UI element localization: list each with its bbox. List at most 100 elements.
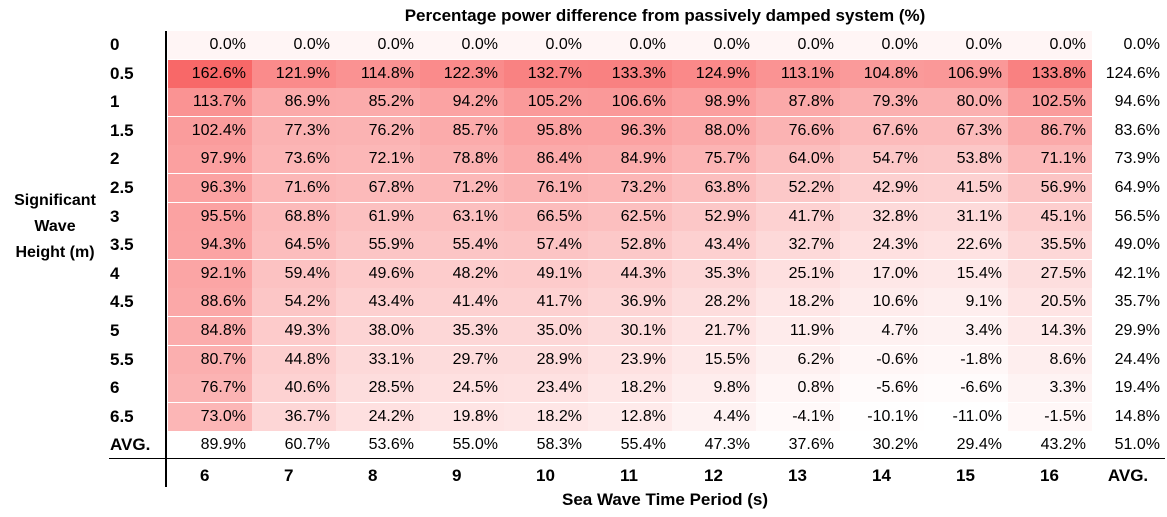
heatmap-cell: -11.0% [924, 402, 1008, 431]
row-average: 64.9% [1114, 179, 1160, 196]
heatmap-cell: 0.0% [420, 31, 504, 59]
heatmap-cell: 52.9% [672, 202, 756, 231]
row-label: 6.5 [110, 406, 134, 426]
heatmap-cell: 0.0% [1008, 31, 1092, 59]
column-header: 8 [368, 466, 378, 485]
row-label: 1 [110, 92, 120, 112]
heatmap-cell: 95.5% [168, 202, 252, 231]
heatmap-cell: 133.8% [1008, 59, 1092, 88]
row-average: 19.4% [1114, 379, 1160, 397]
row-label: 6 [110, 378, 120, 398]
heatmap-cell: 28.5% [336, 374, 420, 403]
column-average: 30.2% [872, 436, 918, 454]
heatmap-cell: 20.5% [1008, 288, 1092, 317]
row-label: 4 [110, 263, 120, 283]
heatmap-cell: 4.4% [672, 402, 756, 431]
heatmap-cell: 4.7% [840, 317, 924, 345]
column-header: 9 [452, 466, 462, 485]
heatmap-cell: 23.4% [504, 374, 588, 403]
heatmap-cell: 113.1% [756, 59, 840, 88]
heatmap-cell: 76.1% [504, 174, 588, 202]
heatmap-cell: -1.5% [1008, 402, 1092, 431]
heatmap-cell: 76.7% [168, 374, 252, 403]
heatmap-cell: 67.8% [336, 174, 420, 202]
y-axis-label-line-3: Height (m) [15, 244, 95, 261]
column-header: 7 [284, 466, 294, 485]
heatmap-cell: 41.4% [420, 288, 504, 317]
column-header-divider [109, 458, 1165, 459]
heatmap-cell: 44.8% [252, 345, 336, 374]
row-label: AVG. [110, 435, 151, 455]
heatmap-cell: 64.5% [252, 231, 336, 260]
heatmap-cell: 43.4% [336, 288, 420, 317]
heatmap-cell: 63.1% [420, 202, 504, 231]
heatmap-cell: 54.7% [840, 145, 924, 174]
row-average: 14.8% [1114, 407, 1160, 425]
column-average: 47.3% [704, 436, 750, 454]
heatmap-cell: 0.0% [336, 31, 420, 59]
heatmap-cell: 44.3% [588, 259, 672, 288]
heatmap-cell: -4.1% [756, 402, 840, 431]
row-label: 3.5 [110, 235, 134, 255]
heatmap-cell: 33.1% [336, 345, 420, 374]
heatmap-cell: 84.9% [588, 145, 672, 174]
heatmap-cell: 122.3% [420, 59, 504, 88]
column-header: 13 [788, 466, 807, 485]
heatmap-cell: 88.6% [168, 288, 252, 317]
heatmap-cell: -1.8% [924, 345, 1008, 374]
heatmap-cell: 35.3% [420, 317, 504, 345]
heatmap-cell: 14.3% [1008, 317, 1092, 345]
column-header: 12 [704, 466, 723, 485]
heatmap-cell: 32.7% [756, 231, 840, 260]
heatmap-cell: 6.2% [756, 345, 840, 374]
heatmap-cell: 52.2% [756, 174, 840, 202]
heatmap-cell: 9.1% [924, 288, 1008, 317]
column-header: AVG. [1107, 466, 1149, 485]
column-average: 89.9% [200, 436, 246, 454]
heatmap-cell: 88.0% [672, 116, 756, 145]
heatmap-cell: 28.9% [504, 345, 588, 374]
column-average: 43.2% [1040, 436, 1086, 454]
heatmap-cell: 106.6% [588, 88, 672, 117]
heatmap-cell: 29.7% [420, 345, 504, 374]
heatmap-cell: 104.8% [840, 59, 924, 88]
heatmap-cell: 21.7% [672, 317, 756, 345]
heatmap-cell: 96.3% [168, 174, 252, 202]
heatmap-cell: -0.6% [840, 345, 924, 374]
heatmap-cell: 24.2% [336, 402, 420, 431]
heatmap-cell: 0.0% [588, 31, 672, 59]
y-axis-label: Significant Wave Height (m) [2, 188, 108, 266]
row-average: 94.6% [1114, 93, 1160, 111]
y-axis-label-line-1: Significant [14, 192, 96, 209]
heatmap-cell: 63.8% [672, 174, 756, 202]
heatmap-cell: 0.0% [924, 31, 1008, 59]
heatmap-cell: 0.0% [168, 31, 252, 59]
x-axis-label: Sea Wave Time Period (s) [562, 490, 768, 509]
heatmap-cell: 113.7% [168, 88, 252, 117]
heatmap-cell: 87.8% [756, 88, 840, 117]
heatmap-cell: 71.1% [1008, 145, 1092, 174]
heatmap-cell: 73.6% [252, 145, 336, 174]
heatmap-cell: 48.2% [420, 259, 504, 288]
heatmap-cell: 18.2% [588, 374, 672, 403]
heatmap-cell: 42.9% [840, 174, 924, 202]
heatmap-cell: 31.1% [924, 202, 1008, 231]
heatmap-cell: 105.2% [504, 88, 588, 117]
column-header: 14 [872, 466, 891, 485]
heatmap-cell: 45.1% [1008, 202, 1092, 231]
row-label: 2 [110, 149, 120, 169]
heatmap-cell: 86.7% [1008, 116, 1092, 145]
heatmap-cell: 64.0% [756, 145, 840, 174]
heatmap-cell: 15.4% [924, 259, 1008, 288]
column-average: 53.6% [368, 436, 414, 454]
heatmap-cell: 18.2% [504, 402, 588, 431]
heatmap-cell: 38.0% [336, 317, 420, 345]
heatmap-cell: 49.3% [252, 317, 336, 345]
heatmap-cell: 85.2% [336, 88, 420, 117]
heatmap-cell: 162.6% [168, 59, 252, 88]
heatmap-cell: 40.6% [252, 374, 336, 403]
row-label: 4.5 [110, 292, 134, 312]
heatmap-cell: 57.4% [504, 231, 588, 260]
heatmap-cell: 36.7% [252, 402, 336, 431]
heatmap-cell: 96.3% [588, 116, 672, 145]
